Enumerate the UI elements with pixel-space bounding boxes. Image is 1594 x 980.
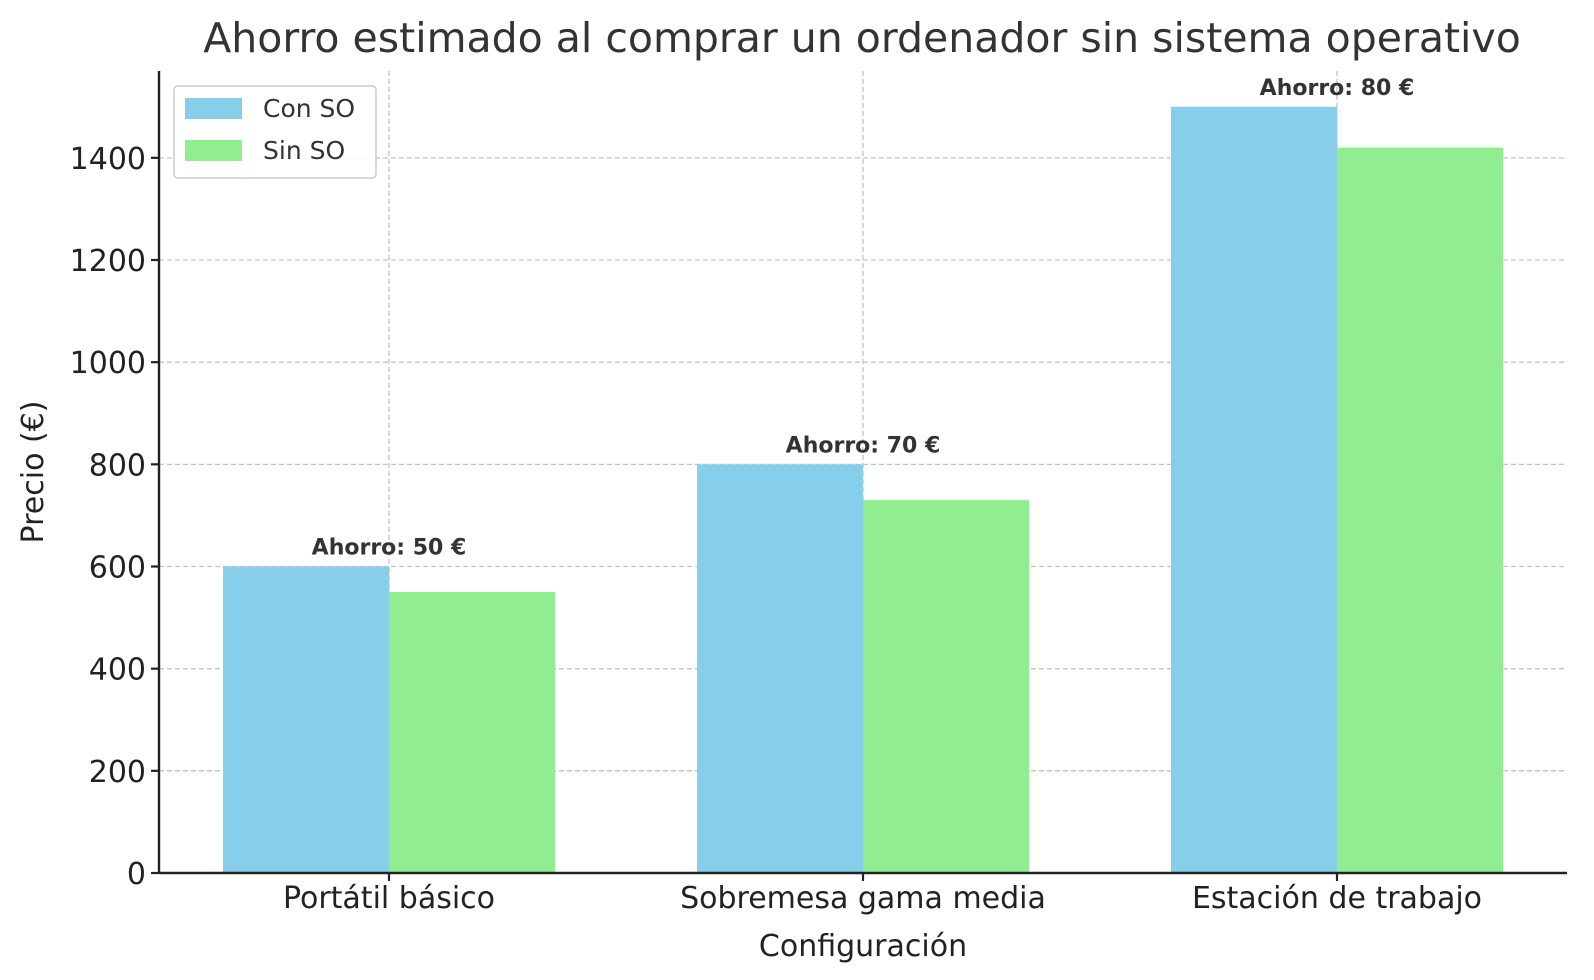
bar-sin-so	[1337, 147, 1503, 873]
bar-con-so	[697, 464, 863, 873]
chart-title: Ahorro estimado al comprar un ordenador …	[203, 14, 1521, 62]
legend-label-con-so: Con SO	[263, 94, 355, 123]
bar-sin-so	[863, 500, 1029, 873]
legend-label-sin-so: Sin SO	[263, 136, 345, 165]
bar-con-so	[1171, 106, 1337, 874]
x-tick-label: Sobremesa gama media	[680, 881, 1046, 916]
annotations: Ahorro: 50 € Ahorro: 70 € Ahorro: 80 €	[312, 76, 1415, 561]
y-tick-label: 800	[89, 448, 146, 483]
savings-annotation: Ahorro: 50 €	[312, 536, 467, 561]
legend: Con SO Sin SO	[173, 85, 377, 179]
y-tick-label: 600	[89, 551, 146, 586]
bar-sin-so	[389, 592, 555, 873]
bars	[223, 106, 1503, 874]
x-tick-label: Portátil básico	[283, 881, 495, 916]
y-tick-label: 1400	[70, 142, 146, 177]
savings-annotation: Ahorro: 80 €	[1260, 76, 1415, 101]
bar-con-so	[223, 566, 389, 873]
savings-annotation: Ahorro: 70 €	[786, 433, 941, 458]
y-tick-label: 1200	[70, 244, 146, 279]
y-axis-label: Precio (€)	[16, 401, 51, 544]
y-tick-label: 1000	[70, 346, 146, 381]
legend-swatch-sin-so	[185, 140, 242, 161]
y-tick-label: 0	[127, 857, 146, 892]
x-tick-label: Estación de trabajo	[1192, 881, 1482, 916]
x-axis-label: Configuración	[759, 929, 967, 964]
y-tick-label: 400	[89, 653, 146, 688]
x-ticks: Portátil básico Sobremesa gama media Estac…	[283, 873, 1482, 916]
y-ticks: 0 200 400 600 800 1000 1200 1400	[70, 142, 159, 892]
legend-swatch-con-so	[185, 98, 242, 119]
y-tick-label: 200	[89, 755, 146, 790]
